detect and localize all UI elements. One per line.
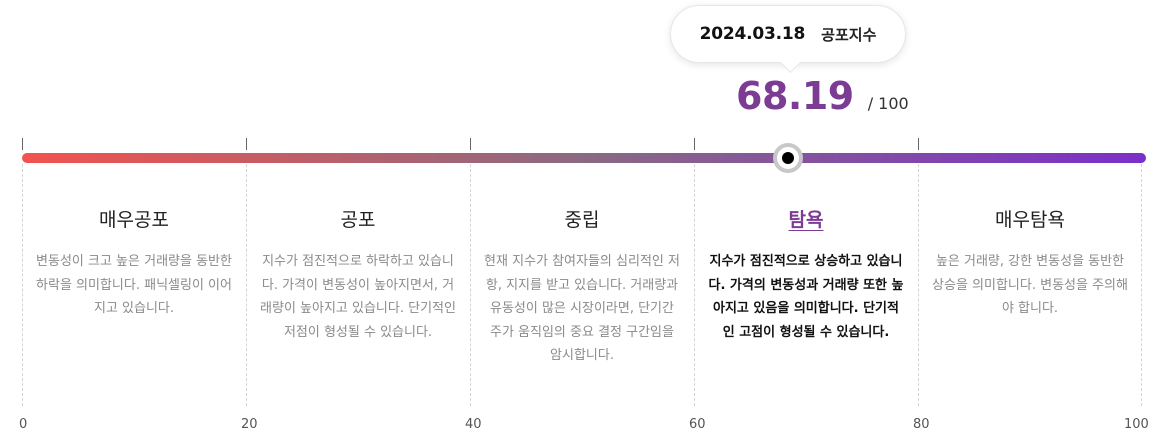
zone-divider xyxy=(1141,164,1142,406)
zone-description: 변동성이 크고 높은 거래량을 동반한 하락을 의미합니다. 패닉셀링이 이어지… xyxy=(36,254,232,316)
zone-description: 지수가 점진적으로 하락하고 있습니다. 가격이 변동성이 높아지면서, 거래량… xyxy=(260,254,456,340)
axis-label-60: 60 xyxy=(689,417,706,432)
zone-description: 높은 거래량, 강한 변동성을 동반한 상승을 의미합니다. 변동성을 주의해야… xyxy=(932,254,1128,316)
zone-divider xyxy=(918,164,919,406)
zone-extreme-fear: 매우공포 변동성이 크고 높은 거래량을 동반한 하락을 의미합니다. 패닉셀링… xyxy=(22,205,246,321)
date-tooltip: 2024.03.18 공포지수 xyxy=(670,5,906,63)
zone-divider xyxy=(246,164,247,406)
score-readout: 68.19 / 100 xyxy=(736,74,909,124)
zone-description: 현재 지수가 참여자들의 심리적인 저항, 지지를 받고 있습니다. 거래량과 … xyxy=(484,254,680,363)
tick-0 xyxy=(22,138,23,150)
zone-fear: 공포 지수가 점진적으로 하락하고 있습니다. 가격이 변동성이 높아지면서, … xyxy=(246,205,470,344)
zone-title: 매우공포 xyxy=(99,209,169,231)
marker-dot xyxy=(782,152,795,164)
axis-label-40: 40 xyxy=(465,417,482,432)
zone-title: 중립 xyxy=(564,209,600,231)
axis-label-100: 100 xyxy=(1124,417,1149,432)
tooltip-date: 2024.03.18 xyxy=(699,24,806,44)
zone-divider xyxy=(470,164,471,406)
tooltip-label: 공포지수 xyxy=(821,25,877,44)
zone-title: 매우탐욕 xyxy=(995,209,1065,231)
current-value-marker xyxy=(773,143,804,173)
axis-label-80: 80 xyxy=(913,417,930,432)
axis-label-0: 0 xyxy=(19,417,28,432)
tick-80 xyxy=(918,138,919,150)
gradient-bar xyxy=(22,153,1146,163)
zone-title: 탐욕 xyxy=(788,209,824,231)
tick-60 xyxy=(694,138,695,150)
zone-divider xyxy=(694,164,695,406)
score-value: 68.19 xyxy=(736,74,854,118)
zone-greed: 탐욕 지수가 점진적으로 상승하고 있습니다. 가격의 변동성과 거래량 또한 … xyxy=(694,205,918,344)
zone-divider xyxy=(22,164,23,406)
zone-neutral: 중립 현재 지수가 참여자들의 심리적인 저항, 지지를 받고 있습니다. 거래… xyxy=(470,205,694,368)
tick-20 xyxy=(246,138,247,150)
axis-label-20: 20 xyxy=(241,417,258,432)
zone-extreme-greed: 매우탐욕 높은 거래량, 강한 변동성을 동반한 상승을 의미합니다. 변동성을… xyxy=(918,205,1142,321)
zone-description: 지수가 점진적으로 상승하고 있습니다. 가격의 변동성과 거래량 또한 높아지… xyxy=(708,254,904,340)
tick-40 xyxy=(470,138,471,150)
score-max: / 100 xyxy=(867,94,909,113)
zone-title: 공포 xyxy=(340,209,376,231)
